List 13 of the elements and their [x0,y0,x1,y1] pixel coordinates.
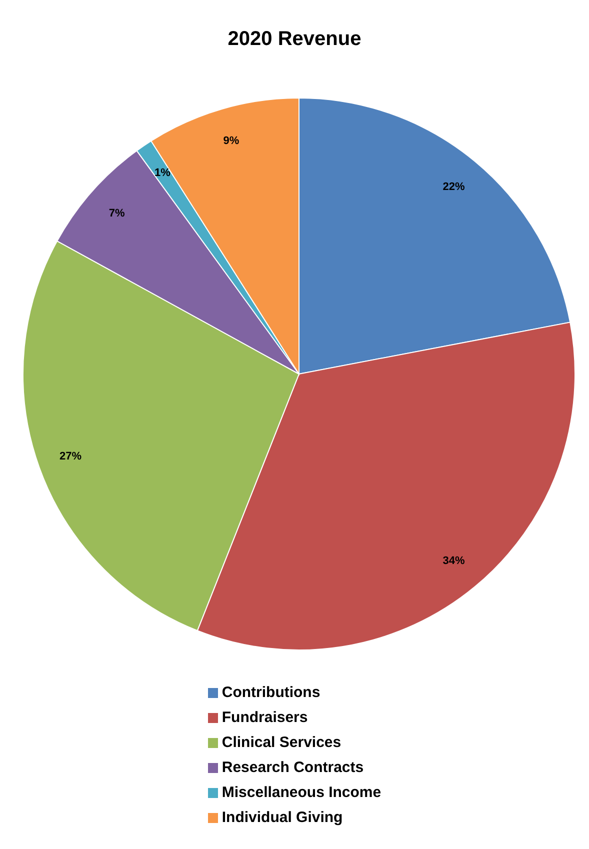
legend-label: Research Contracts [222,759,364,776]
legend-label: Fundraisers [222,709,308,726]
legend-label: Contributions [222,684,320,701]
legend-label: Clinical Services [222,734,342,751]
data-label: 22% [442,180,466,193]
legend-label: Individual Giving [222,809,343,826]
data-label: 1% [154,167,171,180]
data-label: 9% [223,134,240,147]
data-label: 34% [442,555,466,568]
data-label: 27% [59,450,82,462]
chart-title: 2020 Revenue [226,28,362,51]
legend-label: Miscellaneous Income [222,784,382,801]
data-label: 7% [108,207,125,220]
